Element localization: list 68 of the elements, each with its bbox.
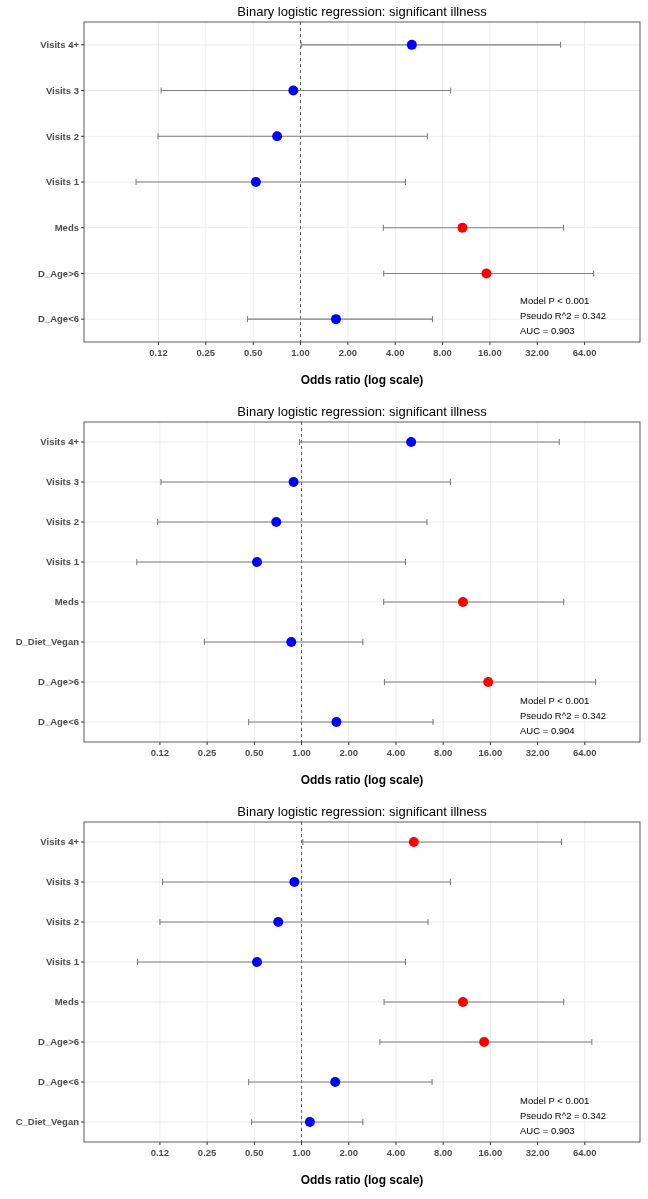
annotation: AUC = 0.904 (520, 725, 575, 736)
x-tick-label: 0.50 (245, 747, 264, 758)
y-tick-label: Visits 4+ (40, 436, 80, 448)
x-tick-label: 32.00 (525, 747, 550, 758)
annotation: Model P < 0.001 (520, 1095, 590, 1106)
chart-title: Binary logistic regression: significant illness (237, 804, 488, 819)
x-axis-title: Odds ratio (log scale) (300, 1173, 424, 1187)
x-tick-label: 32.00 (525, 1147, 550, 1158)
y-tick-label: Visits 2 (45, 130, 79, 142)
annotation: AUC = 0.903 (520, 1125, 575, 1136)
y-tick-label: Visits 4+ (40, 39, 80, 51)
x-tick-label: 0.12 (149, 347, 168, 358)
y-tick-label: C_Diet_Vegan (15, 1116, 80, 1128)
x-tick-label: 0.50 (245, 1147, 264, 1158)
x-tick-label: 64.00 (572, 1147, 597, 1158)
annotation: Model P < 0.001 (520, 295, 590, 306)
x-tick-label: 0.25 (197, 747, 218, 758)
x-tick-label: 2.00 (339, 1147, 358, 1158)
x-tick-label: 64.00 (572, 747, 597, 758)
annotation: Pseudo R^2 = 0.342 (520, 1110, 607, 1121)
x-tick-label: 2.00 (339, 747, 358, 758)
y-tick-label: D_Age<6 (38, 313, 79, 325)
x-tick-label: 16.00 (478, 747, 503, 758)
x-tick-label: 16.00 (478, 347, 502, 358)
y-tick-label: Visits 1 (45, 176, 80, 188)
y-tick-label: D_Age>6 (38, 1036, 79, 1048)
x-tick-label: 4.00 (385, 347, 405, 358)
x-tick-label: 16.00 (478, 1147, 503, 1158)
x-tick-label: 0.12 (150, 1147, 170, 1158)
y-tick-label: Visits 1 (45, 556, 80, 568)
y-tick-label: D_Age>6 (38, 267, 79, 279)
y-tick-label: Visits 1 (45, 956, 80, 968)
x-tick-label: 1.00 (291, 347, 310, 358)
y-tick-label: Meds (54, 596, 79, 608)
x-tick-label: 4.00 (386, 747, 406, 758)
annotation: Model P < 0.001 (520, 695, 590, 706)
x-tick-label: 8.00 (433, 347, 452, 358)
chart-title: Binary logistic regression: significant illness (237, 4, 488, 19)
x-tick-label: 8.00 (433, 747, 453, 758)
y-tick-label: Visits 2 (45, 516, 79, 528)
x-tick-label: 1.00 (292, 747, 311, 758)
y-tick-label: D_Age<6 (38, 716, 79, 728)
x-tick-label: 0.12 (150, 747, 170, 758)
x-tick-label: 64.00 (572, 347, 597, 358)
y-tick-label: D_Diet_Vegan (15, 636, 80, 648)
x-axis-title: Odds ratio (log scale) (300, 773, 424, 787)
annotation: Pseudo R^2 = 0.342 (520, 710, 607, 721)
x-tick-label: 32.00 (525, 347, 550, 358)
y-tick-label: D_Age<6 (38, 1076, 79, 1088)
y-tick-label: Visits 3 (45, 84, 79, 96)
annotation: AUC = 0.903 (520, 325, 575, 336)
x-tick-label: 0.25 (197, 1147, 218, 1158)
x-tick-label: 0.50 (243, 347, 263, 358)
chart-title: Binary logistic regression: significant illness (237, 404, 488, 419)
y-tick-label: Meds (54, 996, 79, 1008)
y-tick-label: Meds (54, 222, 79, 234)
y-tick-label: Visits 2 (45, 916, 79, 928)
y-tick-label: Visits 4+ (40, 836, 80, 848)
y-tick-label: Visits 3 (45, 876, 79, 888)
x-tick-label: 0.25 (196, 347, 216, 358)
x-axis-title: Odds ratio (log scale) (300, 373, 424, 387)
x-tick-label: 4.00 (386, 1147, 406, 1158)
x-tick-label: 1.00 (292, 1147, 311, 1158)
x-tick-label: 2.00 (338, 347, 358, 358)
y-tick-label: Visits 3 (45, 476, 79, 488)
annotation: Pseudo R^2 = 0.342 (520, 310, 607, 321)
y-tick-label: D_Age>6 (38, 676, 79, 688)
x-tick-label: 8.00 (433, 1147, 453, 1158)
